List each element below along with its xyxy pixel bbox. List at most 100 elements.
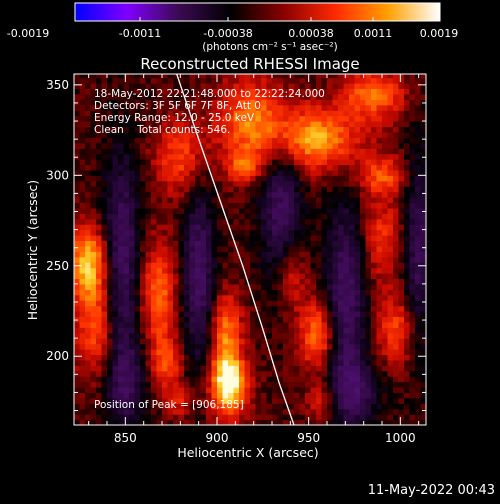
heatmap-cell	[74, 294, 81, 301]
heatmap-cell	[250, 289, 257, 296]
heatmap-cell	[398, 110, 405, 117]
heatmap-cell	[327, 229, 334, 236]
heatmap-cell	[360, 245, 367, 252]
heatmap-cell	[332, 359, 339, 366]
heatmap-cell	[239, 387, 246, 393]
heatmap-cell	[156, 267, 163, 274]
heatmap-cell	[327, 397, 334, 404]
heatmap-cell	[96, 83, 103, 89]
heatmap-cell	[162, 191, 169, 198]
heatmap-cell	[129, 93, 136, 100]
heatmap-cell	[415, 387, 422, 393]
heatmap-cell	[107, 197, 114, 203]
heatmap-cell	[387, 332, 394, 339]
heatmap-cell	[332, 126, 339, 133]
heatmap-cell	[404, 354, 411, 361]
heatmap-cell	[360, 381, 367, 388]
heatmap-cell	[393, 321, 400, 328]
heatmap-cell	[255, 278, 262, 285]
heatmap-cell	[156, 414, 163, 421]
heatmap-cell	[211, 121, 218, 127]
heatmap-cell	[74, 278, 81, 285]
heatmap-cell	[189, 338, 196, 345]
heatmap-cell	[266, 354, 273, 361]
heatmap-cell	[162, 202, 169, 209]
heatmap-cell	[376, 381, 383, 388]
heatmap-cell	[134, 397, 141, 404]
heatmap-cell	[299, 186, 306, 193]
heatmap-cell	[277, 414, 284, 421]
heatmap-cell	[162, 224, 169, 231]
heatmap-cell	[349, 419, 356, 425]
heatmap-cell	[134, 370, 141, 377]
heatmap-cell	[112, 153, 119, 160]
heatmap-cell	[217, 414, 224, 421]
heatmap-cell	[305, 104, 312, 111]
heatmap-cell	[288, 397, 295, 404]
heatmap-cell	[211, 311, 218, 317]
heatmap-cell	[299, 142, 306, 149]
heatmap-cell	[195, 300, 202, 307]
heatmap-cell	[228, 397, 235, 404]
heatmap-cell	[162, 262, 169, 269]
heatmap-cell	[288, 327, 295, 334]
heatmap-cell	[299, 300, 306, 307]
heatmap-cell	[85, 305, 92, 312]
heatmap-cell	[382, 278, 389, 285]
heatmap-cell	[145, 278, 152, 285]
heatmap-cell	[420, 115, 426, 122]
heatmap-cell	[283, 137, 290, 144]
heatmap-cell	[415, 359, 422, 366]
heatmap-cell	[206, 131, 213, 138]
heatmap-cell	[343, 376, 350, 383]
heatmap-cell	[338, 207, 345, 214]
heatmap-cell	[239, 235, 246, 241]
heatmap-cell	[85, 110, 92, 117]
heatmap-cell	[217, 235, 224, 241]
heatmap-cell	[178, 321, 185, 328]
heatmap-cell	[184, 289, 191, 296]
heatmap-cell	[371, 197, 378, 203]
heatmap-cell	[74, 321, 81, 328]
heatmap-cell	[261, 83, 268, 89]
heatmap-cell	[140, 142, 147, 149]
heatmap-cell	[305, 381, 312, 388]
heatmap-cell	[107, 414, 114, 421]
heatmap-cell	[162, 186, 169, 193]
heatmap-cell	[200, 332, 207, 339]
heatmap-cell	[321, 159, 328, 165]
heatmap-cell	[387, 88, 394, 95]
heatmap-cell	[101, 240, 108, 247]
heatmap-cell	[266, 126, 273, 133]
heatmap-cell	[288, 186, 295, 193]
heatmap-cell	[316, 321, 323, 328]
heatmap-cell	[178, 327, 185, 334]
heatmap-cell	[173, 153, 180, 160]
heatmap-cell	[244, 370, 251, 377]
heatmap-cell	[107, 115, 114, 122]
heatmap-cell	[327, 403, 334, 410]
heatmap-cell	[85, 77, 92, 84]
heatmap-cell	[266, 289, 273, 296]
heatmap-cell	[222, 305, 229, 312]
heatmap-cell	[387, 104, 394, 111]
heatmap-cell	[343, 294, 350, 301]
heatmap-cell	[244, 273, 251, 279]
heatmap-cell	[415, 300, 422, 307]
heatmap-cell	[360, 74, 367, 79]
heatmap-cell	[74, 218, 81, 225]
heatmap-cell	[90, 207, 97, 214]
heatmap-cell	[145, 343, 152, 350]
heatmap-cell	[316, 354, 323, 361]
heatmap-cell	[250, 175, 257, 182]
heatmap-cell	[151, 251, 158, 258]
heatmap-cell	[321, 131, 328, 138]
solar-limb-curve	[176, 74, 295, 425]
heatmap-cell	[415, 273, 422, 279]
heatmap-cell	[233, 408, 240, 415]
heatmap-cell	[140, 300, 147, 307]
heatmap-cell	[365, 131, 372, 138]
heatmap-cell	[404, 332, 411, 339]
heatmap-cell	[294, 115, 301, 122]
heatmap-cell	[250, 370, 257, 377]
